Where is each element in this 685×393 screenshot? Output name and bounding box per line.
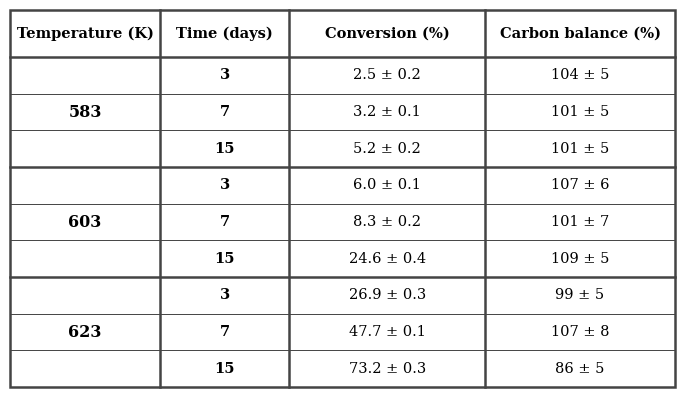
Text: 26.9 ± 0.3: 26.9 ± 0.3	[349, 288, 426, 302]
Text: 7: 7	[219, 325, 229, 339]
Text: 107 ± 8: 107 ± 8	[551, 325, 609, 339]
Text: 101 ± 5: 101 ± 5	[551, 142, 609, 156]
Text: 8.3 ± 0.2: 8.3 ± 0.2	[353, 215, 421, 229]
Text: 101 ± 7: 101 ± 7	[551, 215, 609, 229]
Text: 6.0 ± 0.1: 6.0 ± 0.1	[353, 178, 421, 192]
Text: 24.6 ± 0.4: 24.6 ± 0.4	[349, 252, 426, 266]
Text: 15: 15	[214, 252, 235, 266]
Text: Temperature (K): Temperature (K)	[16, 26, 153, 40]
Text: 7: 7	[219, 215, 229, 229]
Text: 3: 3	[219, 288, 229, 302]
Text: 7: 7	[219, 105, 229, 119]
Text: 107 ± 6: 107 ± 6	[551, 178, 609, 192]
Text: Time (days): Time (days)	[176, 26, 273, 40]
Text: 2.5 ± 0.2: 2.5 ± 0.2	[353, 68, 421, 82]
Text: Carbon balance (%): Carbon balance (%)	[499, 26, 660, 40]
Text: 3.2 ± 0.1: 3.2 ± 0.1	[353, 105, 421, 119]
Text: 5.2 ± 0.2: 5.2 ± 0.2	[353, 142, 421, 156]
Text: 73.2 ± 0.3: 73.2 ± 0.3	[349, 362, 426, 376]
Text: 47.7 ± 0.1: 47.7 ± 0.1	[349, 325, 426, 339]
Text: Conversion (%): Conversion (%)	[325, 26, 450, 40]
Text: 109 ± 5: 109 ± 5	[551, 252, 609, 266]
Text: 104 ± 5: 104 ± 5	[551, 68, 609, 82]
Text: 3: 3	[219, 178, 229, 192]
Text: 583: 583	[68, 103, 101, 121]
Text: 99 ± 5: 99 ± 5	[556, 288, 605, 302]
Text: 101 ± 5: 101 ± 5	[551, 105, 609, 119]
Text: 603: 603	[68, 213, 101, 231]
Text: 15: 15	[214, 142, 235, 156]
Text: 3: 3	[219, 68, 229, 82]
Text: 86 ± 5: 86 ± 5	[556, 362, 605, 376]
Text: 15: 15	[214, 362, 235, 376]
Text: 623: 623	[68, 323, 101, 341]
